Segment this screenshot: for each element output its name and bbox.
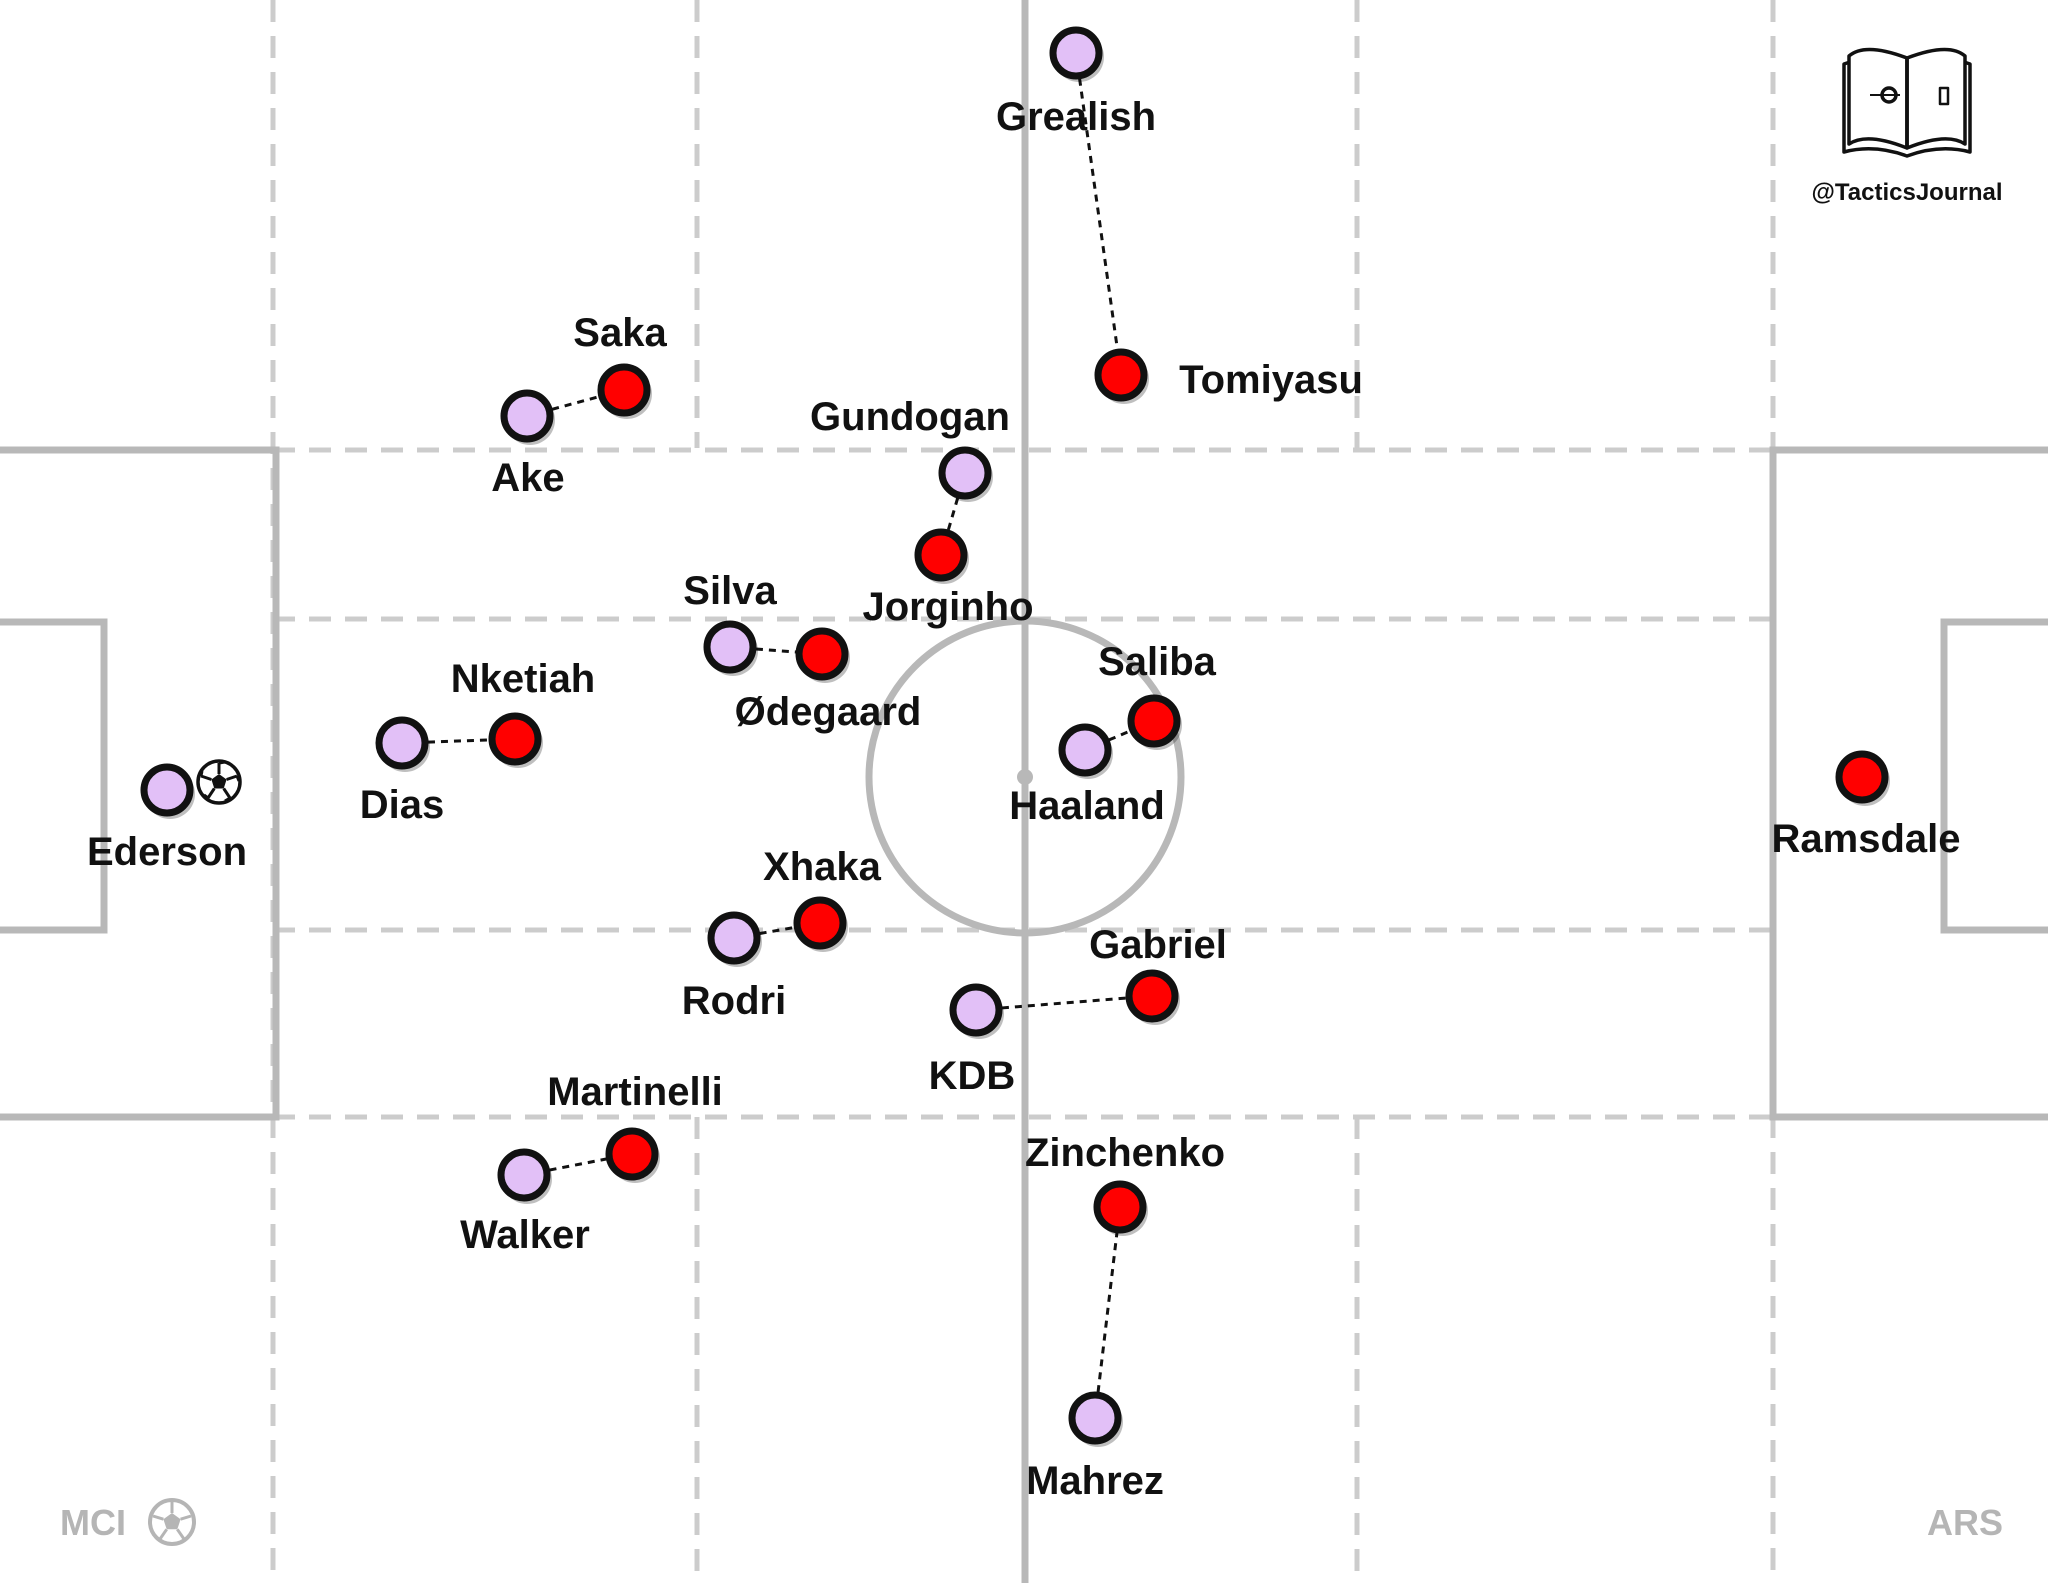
player-name: Silva bbox=[683, 569, 777, 613]
watermark-handle: @TacticsJournal bbox=[1811, 179, 2002, 206]
player-name: Mahrez bbox=[1026, 1459, 1164, 1503]
player-marker-left bbox=[707, 911, 761, 965]
player-silva: Silva bbox=[683, 569, 777, 676]
player-marker-left bbox=[497, 1148, 551, 1202]
centre-spot bbox=[1017, 769, 1033, 785]
player-name: Jorginho bbox=[862, 585, 1033, 629]
player-saliba: Saliba bbox=[1098, 640, 1217, 750]
right-team-label: ARS bbox=[1927, 1502, 2003, 1543]
player-gabriel: Gabriel bbox=[1089, 923, 1227, 1025]
player-marker-left bbox=[1068, 1391, 1122, 1445]
football-icon bbox=[148, 1498, 196, 1546]
player-xhaka: Xhaka bbox=[763, 845, 882, 952]
player-marker-right bbox=[795, 627, 849, 681]
player-dias: Dias bbox=[360, 716, 445, 827]
player-mahrez: Mahrez bbox=[1026, 1391, 1164, 1503]
left-goal-box bbox=[0, 618, 108, 934]
player-marker-left bbox=[500, 389, 554, 443]
player-marker-left bbox=[1058, 723, 1112, 777]
open-book-icon bbox=[1842, 47, 1972, 158]
player-rodri: Rodri bbox=[682, 911, 786, 1023]
player-name: Rodri bbox=[682, 979, 786, 1023]
player-martinelli: Martinelli bbox=[547, 1070, 723, 1183]
player-marker-right bbox=[914, 528, 968, 582]
watermark: @TacticsJournal bbox=[1811, 47, 2003, 206]
player-kdb: KDB bbox=[929, 983, 1016, 1098]
player-marker-right bbox=[1094, 348, 1148, 402]
player-name: Ake bbox=[491, 456, 564, 500]
player-marker-right bbox=[793, 896, 847, 950]
player-name: Nketiah bbox=[451, 657, 596, 701]
player-marker-right bbox=[1835, 750, 1889, 804]
player-name: Haaland bbox=[1009, 784, 1165, 828]
player-marker-left bbox=[938, 446, 992, 500]
player-name: Zinchenko bbox=[1025, 1131, 1225, 1175]
player-zinchenko: Zinchenko bbox=[1025, 1131, 1225, 1236]
player-name: Grealish bbox=[996, 95, 1156, 139]
player-ramsdale: Ramsdale bbox=[1772, 750, 1961, 861]
player-marker-left bbox=[140, 763, 194, 817]
player-name: Ramsdale bbox=[1772, 817, 1961, 861]
player-tomiyasu: Tomiyasu bbox=[1094, 348, 1363, 404]
football-icon bbox=[196, 759, 242, 805]
left-penalty-box bbox=[0, 446, 280, 1121]
marking-line-mahrez-zinchenko bbox=[1093, 1206, 1122, 1419]
player-walker: Walker bbox=[460, 1148, 590, 1257]
player-name: Martinelli bbox=[547, 1070, 723, 1114]
player-grealish: Grealish bbox=[996, 26, 1156, 139]
player-name: Saliba bbox=[1098, 640, 1217, 684]
player-marker-left bbox=[703, 620, 757, 674]
player-name: Tomiyasu bbox=[1179, 358, 1363, 402]
player-marker-right bbox=[597, 363, 651, 417]
player-marker-right bbox=[1125, 969, 1179, 1023]
player-gundogan: Gundogan bbox=[810, 395, 1010, 502]
zone-grid bbox=[270, 0, 1776, 1583]
player-marker-right bbox=[605, 1127, 659, 1181]
player-name: Xhaka bbox=[763, 845, 882, 889]
player-odegaard: Ødegaard bbox=[735, 627, 922, 734]
player-marker-left bbox=[949, 983, 1003, 1037]
player-marker-left bbox=[375, 716, 429, 770]
player-name: Gabriel bbox=[1089, 923, 1227, 967]
right-penalty-box bbox=[1769, 446, 2048, 1121]
player-marker-right bbox=[488, 712, 542, 766]
marking-line-kdb-gabriel bbox=[975, 994, 1153, 1012]
player-ederson: Ederson bbox=[87, 759, 247, 874]
player-haaland: Haaland bbox=[1009, 723, 1165, 828]
player-name: Walker bbox=[460, 1213, 590, 1257]
player-name: Saka bbox=[573, 311, 667, 355]
player-name: KDB bbox=[929, 1054, 1016, 1098]
player-jorginho: Jorginho bbox=[862, 528, 1034, 629]
right-goal-box bbox=[1940, 618, 2048, 934]
left-team-label: MCI bbox=[60, 1502, 126, 1543]
centre-circle bbox=[865, 617, 1185, 937]
player-name: Ødegaard bbox=[735, 690, 922, 734]
player-marker-right bbox=[1127, 694, 1181, 748]
players-layer: Ederson Dias Ake Walker Silva Rodri Gundogan KD… bbox=[87, 26, 1961, 1503]
marking-line-grealish-tomiyasu bbox=[1074, 52, 1123, 376]
player-name: Ederson bbox=[87, 830, 247, 874]
player-ake: Ake bbox=[491, 389, 565, 500]
player-name: Gundogan bbox=[810, 395, 1010, 439]
player-name: Dias bbox=[360, 783, 445, 827]
player-marker-left bbox=[1049, 26, 1103, 80]
player-nketiah: Nketiah bbox=[451, 657, 596, 768]
player-marker-right bbox=[1093, 1180, 1147, 1234]
player-saka: Saka bbox=[573, 311, 667, 419]
